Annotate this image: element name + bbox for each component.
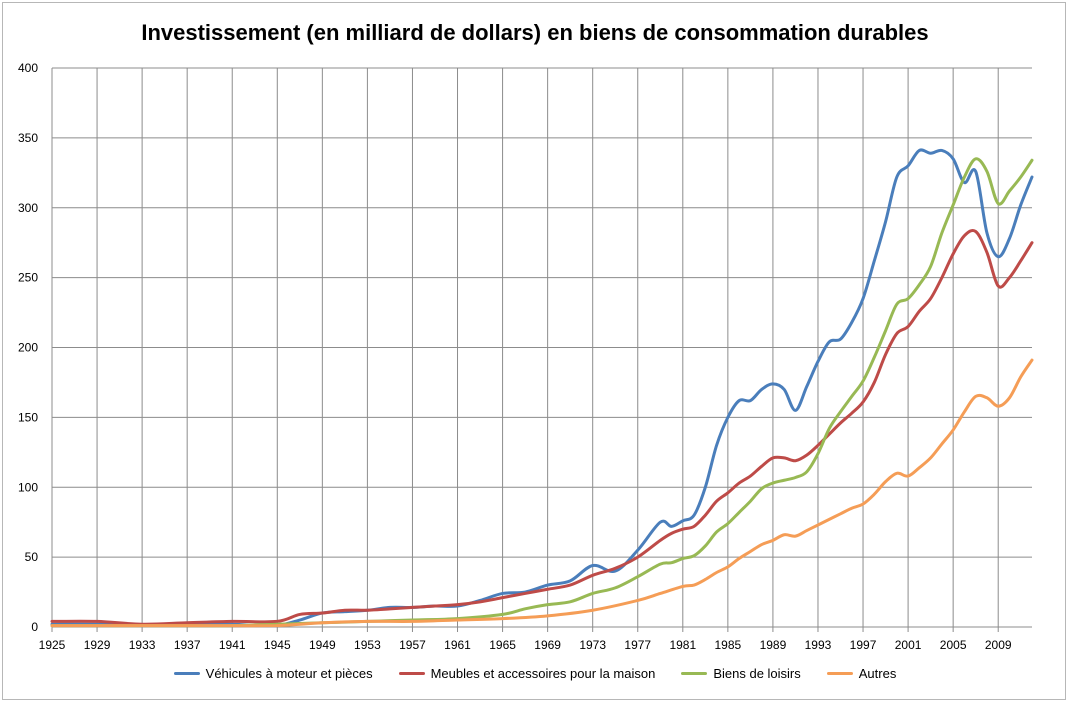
legend-label: Biens de loisirs: [713, 666, 801, 681]
axes: [51, 68, 1032, 632]
series-line-1: [50, 148, 1034, 628]
x-tick-label: 2005: [940, 638, 967, 652]
y-tick-label: 200: [18, 341, 38, 355]
y-tick-labels: 0 50 100 150 200 250 300 350 400: [18, 61, 38, 634]
y-tick-label: 350: [18, 131, 38, 145]
x-tick-label: 1993: [805, 638, 832, 652]
x-tick-label: 1961: [444, 638, 471, 652]
legend-label: Meubles et accessoires pour la maison: [430, 666, 656, 681]
legend-item: Biens de loisirs: [681, 666, 801, 681]
x-tick-label: 1977: [624, 638, 651, 652]
legend-item: Véhicules à moteur et pièces: [173, 666, 373, 681]
x-tick-label: 1949: [309, 638, 336, 652]
chart-title: Investissement (en milliard de dollars) …: [141, 20, 929, 45]
x-tick-label: 1981: [669, 638, 696, 652]
x-tick-label: 2009: [985, 638, 1012, 652]
x-tick-label: 1941: [219, 638, 246, 652]
x-tick-labels: 1925 1929 1933 1937 1941 1945 1949 1953 1957 1961…: [39, 638, 1012, 652]
legend-label: Véhicules à moteur et pièces: [205, 666, 373, 681]
x-tick-label: 1953: [354, 638, 381, 652]
y-tick-label: 400: [18, 61, 38, 75]
y-tick-label: 150: [18, 410, 38, 424]
x-tick-label: 1957: [399, 638, 426, 652]
y-tick-label: 300: [18, 201, 38, 215]
x-tick-label: 1925: [39, 638, 66, 652]
x-tick-label: 1973: [579, 638, 606, 652]
legend-item: Autres: [826, 666, 897, 681]
series-lines: [50, 148, 1034, 628]
legend-item: Meubles et accessoires pour la maison: [398, 666, 656, 681]
x-tick-label: 1969: [534, 638, 561, 652]
x-tick-label: 1965: [489, 638, 516, 652]
x-tick-label: 2001: [895, 638, 922, 652]
series-line-2: [50, 228, 1034, 626]
legend-label: Autres: [858, 666, 897, 681]
x-tick-label: 1929: [84, 638, 111, 652]
x-tick-label: 1997: [850, 638, 877, 652]
x-tick-label: 1985: [715, 638, 742, 652]
grid-lines: [51, 67, 1032, 628]
legend-swatch: [826, 672, 853, 675]
legend-swatch: [398, 672, 425, 675]
x-tick-label: 1937: [174, 638, 201, 652]
y-tick-label: 0: [31, 620, 38, 634]
y-tick-label: 250: [18, 271, 38, 285]
y-tick-label: 50: [25, 550, 39, 564]
legend-swatch: [173, 672, 200, 675]
series-line-4: [50, 358, 1034, 628]
x-tick-label: 1989: [760, 638, 787, 652]
y-tick-label: 100: [18, 480, 38, 494]
x-tick-label: 1945: [264, 638, 291, 652]
x-tick-label: 1933: [129, 638, 156, 652]
legend-swatch: [681, 672, 708, 675]
chart-legend: Véhicules à moteur et pièces Meubles et a…: [0, 666, 1070, 681]
